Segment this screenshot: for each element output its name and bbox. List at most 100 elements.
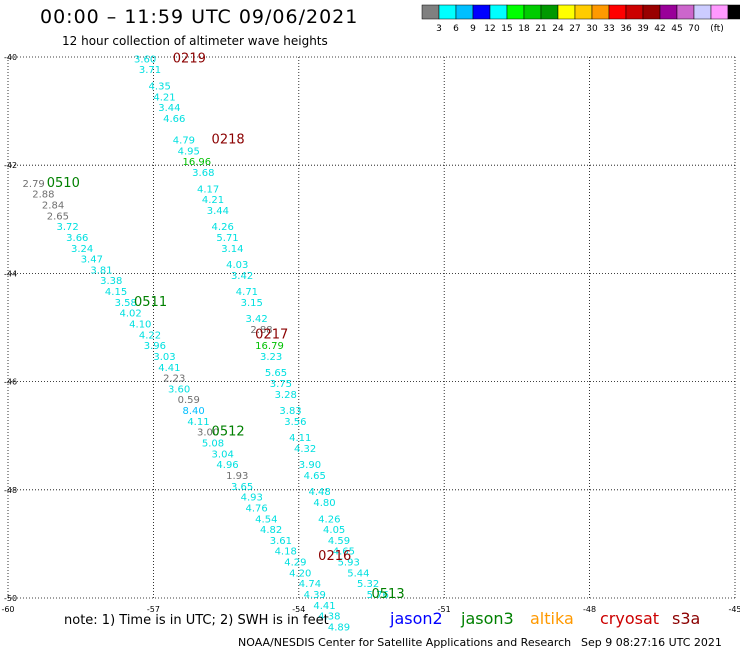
wave-height-value: 4.76 [245, 503, 267, 514]
wave-height-value: 2.84 [42, 200, 64, 211]
wave-height-value: 5.71 [216, 233, 238, 244]
wave-height-value: 4.15 [105, 287, 127, 298]
wave-height-value: 3.38 [100, 276, 122, 287]
legend-jason3: jason3 [461, 609, 514, 628]
wave-height-value: 4.54 [255, 514, 277, 525]
y-tick-label: -40 [4, 53, 17, 62]
x-tick-label: -60 [1, 605, 14, 614]
track-label: 0216 [318, 549, 351, 564]
wave-height-value: 3.71 [139, 65, 161, 76]
wave-height-value: 4.32 [294, 444, 316, 455]
color-scale-label: 36 [620, 24, 632, 34]
color-scale-label: 39 [637, 24, 649, 34]
wave-height-value: 4.26 [318, 514, 340, 525]
color-scale-label: 3 [436, 24, 442, 34]
wave-height-value: 3.81 [90, 265, 112, 276]
color-scale-label: 18 [518, 24, 530, 34]
color-scale-label: 15 [501, 24, 512, 34]
wave-height-value: 3.42 [231, 271, 253, 282]
wave-height-value: 5.08 [202, 439, 224, 450]
wave-height-value: 0.59 [178, 395, 200, 406]
wave-height-value: 4.89 [328, 622, 350, 633]
wave-height-value: 4.26 [212, 222, 234, 233]
wave-height-value: 16.96 [182, 157, 211, 168]
wave-height-value: 4.41 [313, 601, 335, 612]
wave-height-value: 3.04 [212, 449, 234, 460]
color-scale-label: 9 [470, 24, 476, 34]
y-tick-label: -42 [4, 161, 17, 170]
y-tick-label: -44 [4, 269, 17, 278]
wave-height-value: 4.65 [333, 547, 355, 558]
wave-height-value: 5.32 [357, 579, 379, 590]
color-scale-label: 6 [453, 24, 459, 34]
wave-height-value: 5.76 [367, 590, 389, 601]
legend-jason2: jason2 [390, 609, 443, 628]
wave-height-value: 3.14 [221, 244, 243, 255]
wave-height-value: 2.65 [47, 211, 69, 222]
color-scale-label: 33 [603, 24, 614, 34]
wave-height-value: 3.00 [197, 428, 219, 439]
wave-height-value: 3.72 [56, 222, 78, 233]
wave-height-value: 2.88 [32, 190, 54, 201]
wave-height-value: 3.90 [299, 460, 321, 471]
wave-height-value: 5.44 [347, 568, 369, 579]
wave-height-value: 3.58 [115, 298, 137, 309]
wave-height-value: 2.79 [23, 179, 45, 190]
wave-height-value: 4.11 [289, 433, 311, 444]
wave-height-value: 2.23 [163, 374, 185, 385]
wave-height-value: 3.56 [284, 417, 306, 428]
x-tick-label: -54 [292, 605, 305, 614]
color-scale-bar: 3 6 9 12 15 18 21 24 27 30 33 36 39 42 45 70 (ft) [421, 4, 740, 34]
wave-height-value: 4.35 [149, 81, 171, 92]
wave-height-value: 4.79 [173, 136, 195, 147]
track-label: 0511 [134, 295, 167, 310]
wave-height-value: 4.39 [304, 590, 326, 601]
series-jason3: 2.792.882.842.653.723.663.243.473.813.38… [23, 179, 351, 634]
wave-height-value: 2.88 [250, 325, 272, 336]
wave-height-value: 3.60 [134, 54, 156, 65]
wave-height-value: 4.95 [178, 146, 200, 157]
wave-height-value: 4.41 [158, 363, 180, 374]
footer-timestamp: Sep 9 08:27:16 UTC 2021 [581, 636, 722, 649]
wave-height-value: 4.29 [284, 558, 306, 569]
wave-height-value: 4.20 [289, 568, 311, 579]
wave-height-value: 5.65 [265, 368, 287, 379]
wave-height-value: 4.96 [216, 460, 238, 471]
page-title: 00:00 – 11:59 UTC 09/06/2021 [40, 6, 359, 28]
track-label: 0218 [212, 133, 245, 148]
wave-height-value: 4.65 [304, 471, 326, 482]
color-scale-label: 70 [688, 24, 700, 34]
wave-height-value: 4.10 [129, 320, 151, 331]
wave-height-value: 5.93 [338, 558, 360, 569]
x-tick-label: -45 [728, 605, 740, 614]
units-note: note: 1) Time is in UTC; 2) SWH is in fe… [64, 613, 329, 628]
wave-height-value: 4.18 [275, 547, 297, 558]
legend-s3a: s3a [672, 609, 701, 628]
color-scale-label: (ft) [710, 24, 724, 34]
color-scale-label: 21 [535, 24, 546, 34]
wave-height-value: 3.60 [168, 384, 190, 395]
track-label: 0217 [255, 327, 288, 342]
wave-height-value: 3.24 [71, 244, 93, 255]
wave-height-value: 16.79 [255, 341, 284, 352]
y-tick-label: -48 [4, 486, 17, 495]
color-scale-label: 45 [671, 24, 682, 34]
legend-cryosat: cryosat [600, 609, 660, 628]
wave-height-value: 4.17 [197, 184, 219, 195]
wave-height-value: 3.75 [270, 379, 292, 390]
wave-height-value: 3.44 [207, 206, 229, 217]
track-label: 0510 [47, 176, 80, 191]
wave-height-value: 3.28 [275, 390, 297, 401]
wave-height-value: 4.05 [323, 525, 345, 536]
color-scale-label: 42 [654, 24, 665, 34]
wave-height-value: 3.83 [279, 406, 301, 417]
wave-height-value: 3.65 [231, 482, 253, 493]
wave-height-value: 4.22 [139, 330, 161, 341]
footer-credit: NOAA/NESDIS Center for Satellite Applica… [238, 636, 572, 649]
wave-height-value: 3.96 [144, 341, 166, 352]
grid [7, 56, 736, 599]
y-tick-label: -46 [4, 378, 17, 387]
color-scale-label: 30 [586, 24, 598, 34]
wave-height-value: 3.23 [260, 352, 282, 363]
